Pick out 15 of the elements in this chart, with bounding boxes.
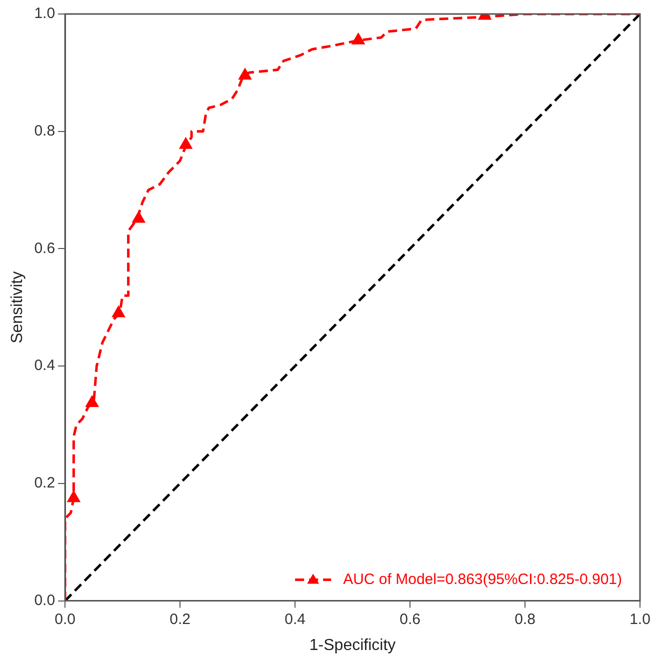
x-tick-label: 0.6 (400, 610, 420, 628)
x-tick-label: 0.4 (284, 610, 306, 628)
y-tick-label: 0.8 (34, 122, 56, 140)
y-axis-title: Sensitivity (9, 271, 26, 344)
x-tick-label: 1.0 (630, 610, 650, 628)
legend-label: AUC of Model=0.863(95%CI:0.825-0.901) (343, 570, 622, 588)
y-tick-label: 1.0 (34, 5, 56, 22)
y-tick-label: 0.0 (34, 592, 56, 609)
x-tick-label: 0.0 (54, 610, 76, 628)
y-tick-label: 0.2 (34, 474, 56, 492)
x-axis-title: 1-Specificity (309, 636, 396, 654)
y-tick-label: 0.4 (34, 357, 56, 374)
x-tick-label: 0.8 (514, 610, 536, 628)
y-tick-label: 0.6 (34, 240, 56, 257)
x-tick-label: 0.2 (170, 610, 190, 628)
